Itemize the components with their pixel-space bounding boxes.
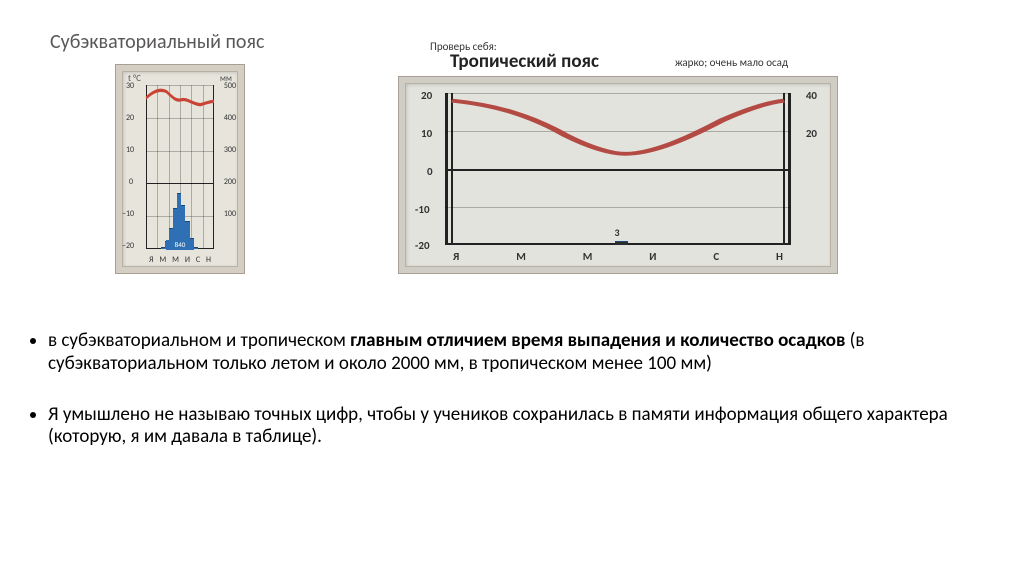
tropical-chart: 3 20 10 0 -10 -20 40 20 Я М М И С Н: [398, 76, 838, 274]
bullet-list: в субэкваториальном и тропическом главны…: [30, 330, 984, 477]
tropical-note: жарко; очень мало осад: [675, 56, 788, 69]
temp-curve-subeq: [146, 85, 214, 249]
subequatorial-chart: t °C мм: [115, 64, 245, 274]
bullet-1-bold: главным отличием время выпадения и колич…: [350, 329, 845, 352]
bullet-1: в субэкваториальном и тропическом главны…: [48, 330, 984, 376]
bullet-1-pre: в субэкваториальном и тропическом: [48, 329, 350, 352]
bullet-2: Я умышлено не называю точных цифр, чтобы…: [48, 404, 984, 450]
tropical-title: Тропический пояс: [450, 50, 599, 73]
subequatorial-title: Субэкваториальный пояс: [50, 30, 264, 54]
temp-curve-tropic: [445, 93, 791, 245]
